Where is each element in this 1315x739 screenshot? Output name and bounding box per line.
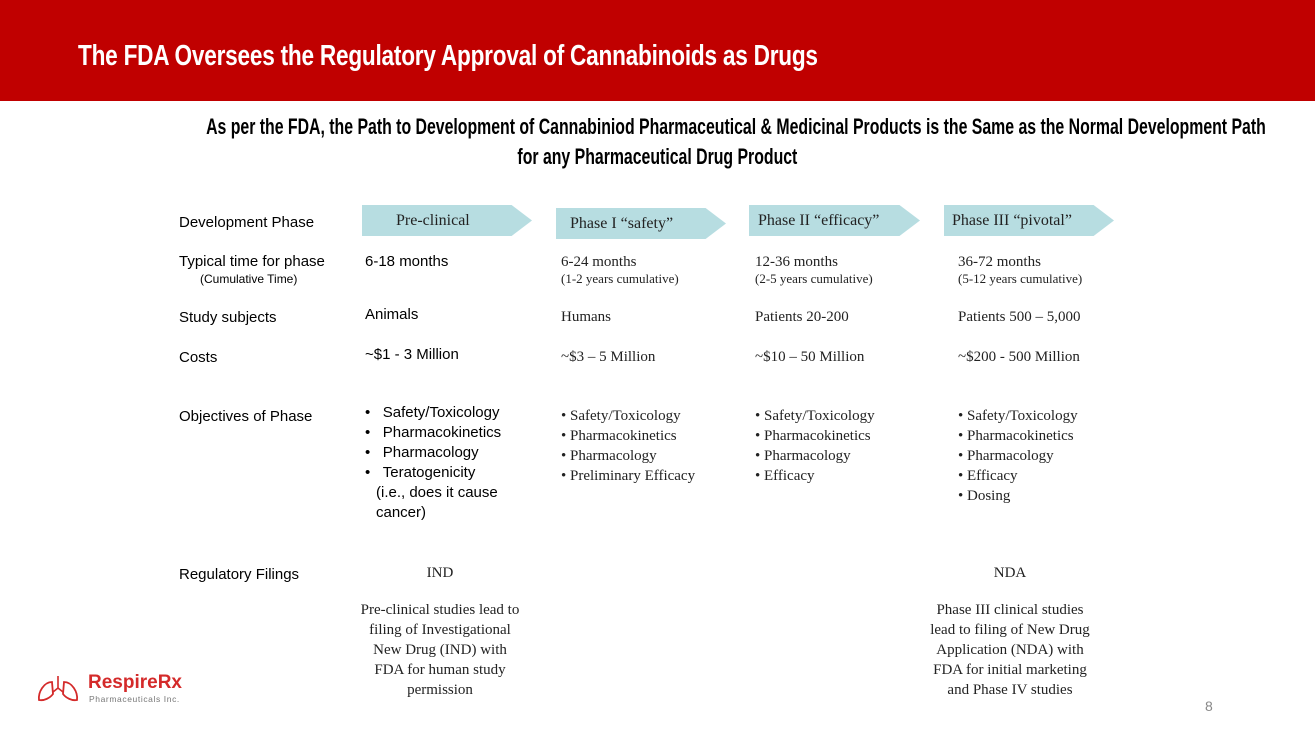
row-label-time-sub: (Cumulative Time) bbox=[200, 272, 298, 286]
objective-item: • Safety/Toxicology bbox=[561, 408, 681, 424]
subjects-phase-1: Humans bbox=[561, 309, 611, 325]
filing-nda-description: Phase III clinical studies lead to filin… bbox=[930, 602, 1090, 698]
row-label-costs: Costs bbox=[179, 349, 218, 366]
costs-preclinical: ~$1 - 3 Million bbox=[365, 346, 459, 363]
subjects-phase-3: Patients 500 – 5,000 bbox=[958, 309, 1081, 325]
costs-phase-3: ~$200 - 500 Million bbox=[958, 349, 1080, 365]
page-number: 8 bbox=[1205, 698, 1213, 714]
objectives-phase-1: • Safety/Toxicology • Pharmacokinetics •… bbox=[561, 406, 695, 486]
logo-tagline: Pharmaceuticals Inc. bbox=[89, 694, 180, 704]
subtitle-line-1: As per the FDA, the Path to Development … bbox=[206, 114, 1266, 139]
phase-arrow-phase-2: Phase II “efficacy” bbox=[749, 205, 920, 236]
objective-item: • Efficacy bbox=[958, 468, 1018, 484]
subjects-phase-2: Patients 20-200 bbox=[755, 309, 849, 325]
time-phase-2: 12-36 months (2-5 years cumulative) bbox=[755, 254, 873, 286]
objectives-phase-2: • Safety/Toxicology • Pharmacokinetics •… bbox=[755, 406, 875, 486]
costs-phase-2: ~$10 – 50 Million bbox=[755, 349, 865, 365]
subjects-preclinical: Animals bbox=[365, 306, 419, 323]
objective-item: • Preliminary Efficacy bbox=[561, 468, 696, 484]
filing-ind-description: Pre-clinical studies lead to filing of I… bbox=[360, 602, 520, 698]
objective-item: • Pharmacology bbox=[958, 448, 1054, 464]
phase-arrow-phase-1: Phase I “safety” bbox=[556, 208, 726, 239]
objective-item: • Efficacy bbox=[755, 468, 815, 484]
objectives-phase-3: • Safety/Toxicology • Pharmacokinetics •… bbox=[958, 406, 1078, 506]
objective-note: (i.e., does it cause cancer) bbox=[376, 484, 498, 521]
time-phase-3: 36-72 months (5-12 years cumulative) bbox=[958, 254, 1083, 286]
objective-item: • Safety/Toxicology bbox=[365, 404, 500, 421]
filing-ind: IND bbox=[426, 565, 454, 581]
row-label-objectives: Objectives of Phase bbox=[179, 408, 313, 425]
objective-item: • Dosing bbox=[958, 488, 1011, 504]
row-label-phase: Development Phase bbox=[179, 214, 315, 231]
row-label-subjects: Study subjects bbox=[179, 309, 277, 326]
objectives-preclinical: • Safety/Toxicology • Pharmacokinetics •… bbox=[365, 403, 515, 523]
objective-item: • Pharmacokinetics bbox=[755, 428, 871, 444]
objective-item: • Pharmacokinetics bbox=[365, 424, 502, 441]
logo-name: RespireRx bbox=[88, 672, 182, 693]
costs-phase-1: ~$3 – 5 Million bbox=[561, 349, 656, 365]
row-label-time: Typical time for phase bbox=[179, 253, 325, 270]
row-label-filings: Regulatory Filings bbox=[179, 566, 300, 583]
objective-item: • Pharmacokinetics bbox=[561, 428, 677, 444]
lungs-icon bbox=[38, 676, 78, 702]
objective-item: • Pharmacology bbox=[365, 444, 479, 461]
phase-arrow-preclinical: Pre-clinical bbox=[362, 205, 532, 236]
filing-nda: NDA bbox=[993, 565, 1027, 581]
objective-item: • Pharmacology bbox=[561, 448, 657, 464]
slide-title: The FDA Oversees the Regulatory Approval… bbox=[78, 40, 818, 72]
header-bar bbox=[0, 0, 1315, 101]
objective-item: • Pharmacokinetics bbox=[958, 428, 1074, 444]
objective-item: • Teratogenicity bbox=[365, 464, 476, 481]
objective-item: • Safety/Toxicology bbox=[755, 408, 875, 424]
objective-item: • Safety/Toxicology bbox=[958, 408, 1078, 424]
time-preclinical: 6-18 months bbox=[365, 253, 449, 270]
phase-arrow-phase-3: Phase III “pivotal” bbox=[944, 205, 1114, 236]
subtitle-line-2: for any Pharmaceutical Drug Product bbox=[517, 144, 798, 169]
time-phase-1: 6-24 months (1-2 years cumulative) bbox=[561, 254, 679, 286]
objective-item: • Pharmacology bbox=[755, 448, 851, 464]
